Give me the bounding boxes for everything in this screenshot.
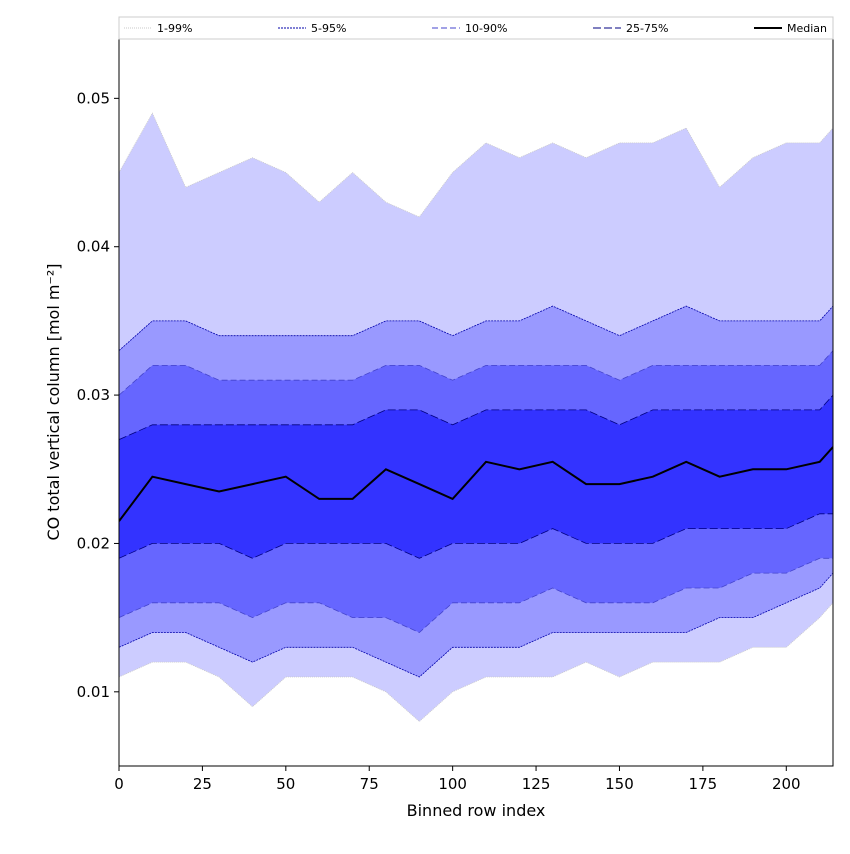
y-tick-label: 0.01 <box>77 683 110 701</box>
y-tick-label: 0.05 <box>77 89 110 107</box>
legend-label-25-75%: 25-75% <box>626 22 668 35</box>
x-tick-label: 0 <box>114 775 124 793</box>
band-lower-line-25-75% <box>119 513 833 559</box>
x-tick-label: 150 <box>605 775 634 793</box>
median-line <box>119 446 833 522</box>
band-lower-line-10-90% <box>119 557 833 633</box>
y-axis-label: CO total vertical column [mol m⁻²] <box>44 263 63 540</box>
y-tick-label: 0.02 <box>77 534 110 552</box>
x-axis: 0 25 50 75 100 125 150 175 200 <box>114 766 801 793</box>
legend: 1-99% 5-95% 10-90% 25-75% Median <box>118 16 834 40</box>
band-upper-line-5-95% <box>119 305 833 351</box>
x-tick-label: 75 <box>360 775 379 793</box>
x-tick-label: 50 <box>276 775 295 793</box>
x-axis-label: Binned row index <box>407 801 546 820</box>
x-tick-label: 175 <box>689 775 718 793</box>
y-tick-label: 0.04 <box>77 238 110 256</box>
x-tick-label: 125 <box>522 775 551 793</box>
x-tick-label: 25 <box>193 775 212 793</box>
y-axis: 0.01 0.02 0.03 0.04 0.05 <box>77 89 119 701</box>
y-tick-label: 0.03 <box>77 386 110 404</box>
x-tick-label: 200 <box>772 775 801 793</box>
legend-frame <box>118 16 834 40</box>
band-upper-line-10-90% <box>119 350 833 396</box>
band-lower-line-5-95% <box>119 572 833 678</box>
legend-label-10-90%: 10-90% <box>465 22 507 35</box>
x-tick-label: 100 <box>438 775 467 793</box>
median-layer <box>119 446 833 522</box>
bands-layer <box>119 112 833 723</box>
legend-label-5-95%: 5-95% <box>311 22 346 35</box>
legend-label-Median: Median <box>787 22 827 35</box>
band-lower-line-1-99% <box>119 602 833 723</box>
band-upper-line-25-75% <box>119 394 833 440</box>
band-25-75% <box>119 395 833 559</box>
band-upper-line-1-99% <box>119 112 833 218</box>
legend-label-1-99%: 1-99% <box>157 22 192 35</box>
